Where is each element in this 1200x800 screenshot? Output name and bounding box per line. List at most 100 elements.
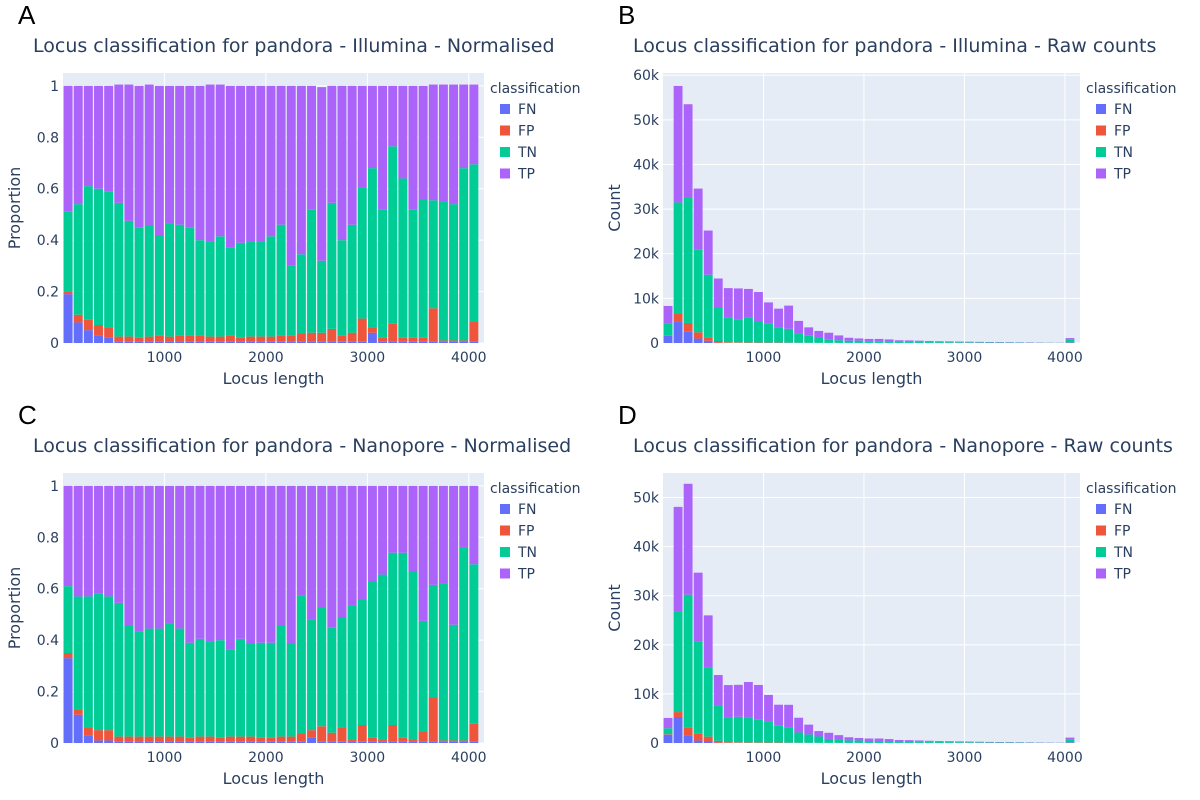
bar-tn <box>418 620 428 732</box>
bar-tp <box>693 188 703 250</box>
bar-tn <box>63 211 73 292</box>
bar-fp <box>165 336 174 342</box>
bar-fn <box>663 335 673 343</box>
bar-tp <box>944 741 954 743</box>
bar-tp <box>713 278 723 308</box>
bar-fp <box>225 736 235 742</box>
bar-fp <box>673 712 683 717</box>
bar-fp <box>337 335 347 342</box>
bar-tp <box>693 572 703 642</box>
bar-tn <box>469 564 479 724</box>
bar-tn <box>256 241 266 337</box>
bar-tp <box>357 485 367 599</box>
bar-tn <box>824 738 834 743</box>
bar-tp <box>955 341 964 343</box>
legend-label-tp: TP <box>517 567 535 583</box>
x-tick-label: 1000 <box>746 750 782 766</box>
legend-swatch-fn <box>1096 504 1106 514</box>
bar-fp <box>114 336 124 342</box>
bar-tp <box>1065 737 1075 740</box>
bar-tp <box>428 485 438 585</box>
bar-fp <box>307 332 317 342</box>
bar-fp <box>266 336 276 342</box>
bar-tp <box>398 485 408 553</box>
bar-fn <box>276 741 286 743</box>
bar-tp <box>469 84 479 165</box>
bar-tn <box>317 608 327 727</box>
bar-fn <box>693 740 703 743</box>
bar-tn <box>459 547 469 741</box>
bar-tn <box>165 223 174 337</box>
bar-tn <box>195 240 205 336</box>
bar-fn <box>83 735 93 743</box>
bar-fp <box>418 731 428 742</box>
bar-fn <box>63 658 73 743</box>
bar-tn <box>215 236 225 337</box>
bar-fn <box>673 716 683 743</box>
bar-fn <box>246 741 256 743</box>
legend-swatch-fp <box>500 125 510 136</box>
bar-tn <box>764 721 773 743</box>
bar-tp <box>824 332 834 340</box>
bar-tn <box>154 628 164 737</box>
bar-tp <box>63 85 73 212</box>
bar-fn <box>317 341 327 343</box>
x-tick-label: 3000 <box>350 750 386 766</box>
bar-fp <box>357 725 367 742</box>
bar-tn <box>296 254 306 334</box>
bar-tp <box>955 741 964 743</box>
chart-title: Locus classification for pandora - Nanop… <box>33 435 571 457</box>
bar-tn <box>975 342 984 343</box>
bar-tn <box>388 146 398 324</box>
bar-tn <box>743 317 753 343</box>
bar-tn <box>388 552 398 725</box>
y-axis-title: Proportion <box>5 567 24 650</box>
bar-fn <box>327 741 337 743</box>
bar-fp <box>683 322 693 332</box>
bar-tp <box>236 485 245 639</box>
bar-fp <box>175 736 185 742</box>
bar-fp <box>418 337 428 342</box>
bar-tn <box>874 740 884 743</box>
bar-tn <box>673 611 683 713</box>
bar-tn <box>225 247 235 336</box>
chart-svg: Locus classification for pandora - Illum… <box>5 35 581 388</box>
bar-fn <box>205 341 215 343</box>
legend-swatch-fp <box>1096 525 1106 536</box>
bar-fp <box>94 730 103 741</box>
y-tick-label: 0.6 <box>37 182 59 198</box>
bar-tp <box>104 85 114 192</box>
x-tick-label: 1000 <box>147 750 183 766</box>
legend-swatch-tn <box>500 147 510 157</box>
bar-fn <box>83 330 93 343</box>
bar-fp <box>144 336 154 342</box>
x-tick-label: 4000 <box>1047 350 1083 366</box>
bar-fp <box>175 335 185 342</box>
legend-swatch-tn <box>1096 147 1106 157</box>
bar-tn <box>683 197 693 323</box>
bar-tn <box>733 716 743 743</box>
bar-tp <box>459 485 469 548</box>
legend-title: classification <box>1086 81 1177 97</box>
bar-fp <box>307 730 317 738</box>
bar-fn <box>175 741 185 743</box>
bar-tp <box>408 85 418 210</box>
bar-tn <box>185 642 195 738</box>
bar-fn <box>296 741 306 743</box>
bar-tn <box>1065 339 1075 343</box>
bar-tp <box>723 685 733 718</box>
bar-fn <box>693 338 703 343</box>
bar-tp <box>469 485 479 565</box>
bar-tn <box>246 644 256 737</box>
bar-fp <box>703 337 713 341</box>
legend-label-tn: TN <box>517 545 537 561</box>
bar-tp <box>965 741 974 743</box>
bar-tn <box>764 323 773 343</box>
bar-tn <box>754 321 763 343</box>
bar-tn <box>175 224 185 336</box>
bar-fp <box>713 740 723 743</box>
y-tick-label: 0.8 <box>37 530 59 546</box>
bar-tp <box>449 485 459 625</box>
bar-tn <box>784 727 794 743</box>
bar-tp <box>378 85 388 210</box>
